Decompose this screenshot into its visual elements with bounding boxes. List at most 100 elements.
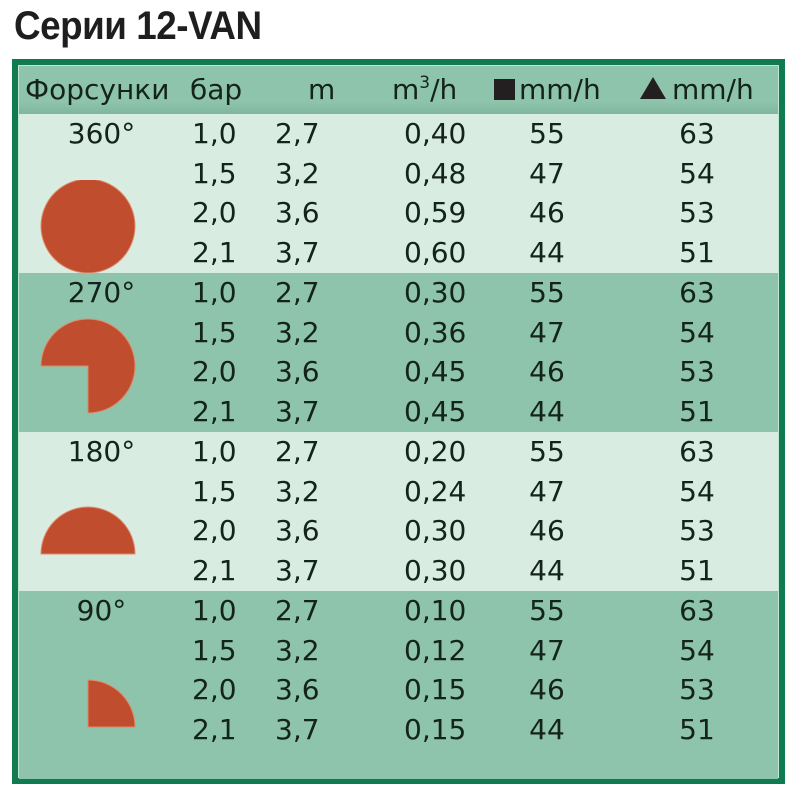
cell-precip-square: 44 — [529, 553, 565, 587]
table-row: 2,0 3,6 0,30 46 53 — [19, 513, 778, 553]
cell-precip-square: 44 — [529, 235, 565, 269]
nozzle-angle: 90° — [76, 594, 127, 627]
cell-precip-square: 47 — [529, 633, 565, 667]
cell-precip-triangle: 51 — [679, 553, 715, 587]
cell-precip-square: 44 — [529, 712, 565, 746]
nozzle-angle: 180° — [67, 435, 136, 468]
cell-pressure: 2,0 — [192, 673, 237, 706]
header-pressure: бар — [190, 73, 243, 106]
table-row: 2,1 3,7 0,15 44 51 — [19, 712, 778, 752]
table-row: 2,1 3,7 0,30 44 51 — [19, 553, 778, 593]
cell-pressure: 2,1 — [192, 712, 237, 746]
table-row: 1,0 2,7 0,30 55 63 — [19, 275, 778, 315]
cell-precip-triangle: 54 — [679, 633, 715, 667]
table-row: 1,0 2,7 0,10 55 63 — [19, 593, 778, 633]
cell-precip-triangle: 51 — [679, 235, 715, 269]
cell-flow: 0,45 — [404, 355, 467, 388]
cell-precip-triangle: 53 — [679, 673, 715, 706]
cell-precip-triangle: 63 — [679, 435, 715, 468]
table-row: 2,0 3,6 0,15 46 53 — [19, 672, 778, 712]
cell-flow: 0,15 — [404, 712, 467, 746]
table-row: 2,1 3,7 0,60 44 51 — [19, 235, 778, 275]
page-title: Серии 12-VAN — [14, 4, 262, 48]
cell-pressure: 1,5 — [192, 474, 237, 508]
cell-radius: 3,7 — [275, 235, 320, 269]
performance-table: Форсунки бар m m3/h mm/h mm/h 360° 1,0 2… — [12, 59, 785, 784]
cell-pressure: 2,1 — [192, 235, 237, 269]
cell-flow: 0,60 — [404, 235, 467, 269]
table-row: 2,1 3,7 0,45 44 51 — [19, 394, 778, 434]
cell-radius: 2,7 — [275, 435, 320, 468]
cell-flow: 0,20 — [404, 435, 467, 468]
cell-flow: 0,10 — [404, 594, 467, 627]
cell-pressure: 2,1 — [192, 553, 237, 587]
table-header: Форсунки бар m m3/h mm/h mm/h — [19, 66, 778, 115]
cell-flow: 0,48 — [404, 156, 467, 190]
nozzle-angle: 270° — [67, 276, 136, 309]
cell-flow: 0,30 — [404, 553, 467, 587]
cell-radius: 3,6 — [275, 673, 320, 706]
nozzle-angle: 360° — [67, 117, 136, 150]
table-row: 1,5 3,2 0,12 47 54 — [19, 633, 778, 673]
cell-flow: 0,45 — [404, 394, 467, 428]
square-spacing-icon — [494, 79, 515, 100]
header-precip-triangle: mm/h — [640, 74, 754, 106]
cell-precip-square: 55 — [529, 435, 565, 468]
cell-precip-triangle: 54 — [679, 474, 715, 508]
cell-precip-square: 47 — [529, 474, 565, 508]
triangle-spacing-icon — [640, 77, 666, 99]
cell-precip-triangle: 54 — [679, 315, 715, 349]
cell-precip-triangle: 53 — [679, 355, 715, 388]
cell-pressure: 2,1 — [192, 394, 237, 428]
cell-pressure: 1,5 — [192, 156, 237, 190]
cell-pressure: 1,0 — [192, 594, 237, 627]
cell-precip-square: 46 — [529, 514, 565, 547]
nozzle-group-270: 270° 1,0 2,7 0,30 55 63 1,5 3,2 0,36 47 … — [19, 273, 778, 432]
cell-pressure: 2,0 — [192, 514, 237, 547]
cell-flow: 0,59 — [404, 196, 467, 229]
nozzle-group-90: 90° 1,0 2,7 0,10 55 63 1,5 3,2 0,12 47 5… — [19, 591, 778, 779]
table-row: 1,5 3,2 0,48 47 54 — [19, 156, 778, 196]
cell-precip-square: 46 — [529, 355, 565, 388]
table-row: 1,5 3,2 0,36 47 54 — [19, 315, 778, 355]
cell-pressure: 1,0 — [192, 117, 237, 150]
cell-flow: 0,36 — [404, 315, 467, 349]
table-row: 2,0 3,6 0,45 46 53 — [19, 354, 778, 394]
header-flow-exponent: 3 — [419, 73, 431, 93]
three-quarter-circle-icon — [40, 318, 136, 414]
cell-precip-triangle: 51 — [679, 712, 715, 746]
header-flow-unit: m — [392, 73, 420, 106]
table-row: 1,0 2,7 0,40 55 63 — [19, 116, 778, 156]
cell-precip-triangle: 53 — [679, 196, 715, 229]
cell-precip-square: 55 — [529, 117, 565, 150]
cell-flow: 0,12 — [404, 633, 467, 667]
half-circle-icon — [40, 506, 136, 555]
cell-precip-triangle: 51 — [679, 394, 715, 428]
cell-flow: 0,30 — [404, 276, 467, 309]
header-precip-triangle-label: mm/h — [672, 73, 754, 106]
header-nozzles: Форсунки — [25, 73, 170, 106]
table-row: 1,0 2,7 0,20 55 63 — [19, 434, 778, 474]
cell-flow: 0,24 — [404, 474, 467, 508]
cell-radius: 3,2 — [275, 156, 320, 190]
header-radius: m — [308, 73, 336, 106]
cell-radius: 3,7 — [275, 712, 320, 746]
cell-precip-square: 44 — [529, 394, 565, 428]
cell-pressure: 2,0 — [192, 355, 237, 388]
cell-precip-square: 46 — [529, 673, 565, 706]
header-precip-square-label: mm/h — [519, 73, 601, 106]
cell-precip-triangle: 54 — [679, 156, 715, 190]
cell-radius: 3,2 — [275, 474, 320, 508]
cell-precip-triangle: 53 — [679, 514, 715, 547]
cell-flow: 0,40 — [404, 117, 467, 150]
cell-radius: 3,7 — [275, 553, 320, 587]
cell-pressure: 1,5 — [192, 633, 237, 667]
cell-precip-square: 55 — [529, 276, 565, 309]
nozzle-group-180: 180° 1,0 2,7 0,20 55 63 1,5 3,2 0,24 47 … — [19, 432, 778, 591]
cell-radius: 3,6 — [275, 514, 320, 547]
cell-precip-square: 46 — [529, 196, 565, 229]
cell-precip-triangle: 63 — [679, 594, 715, 627]
cell-radius: 2,7 — [275, 594, 320, 627]
cell-radius: 2,7 — [275, 276, 320, 309]
cell-flow: 0,30 — [404, 514, 467, 547]
